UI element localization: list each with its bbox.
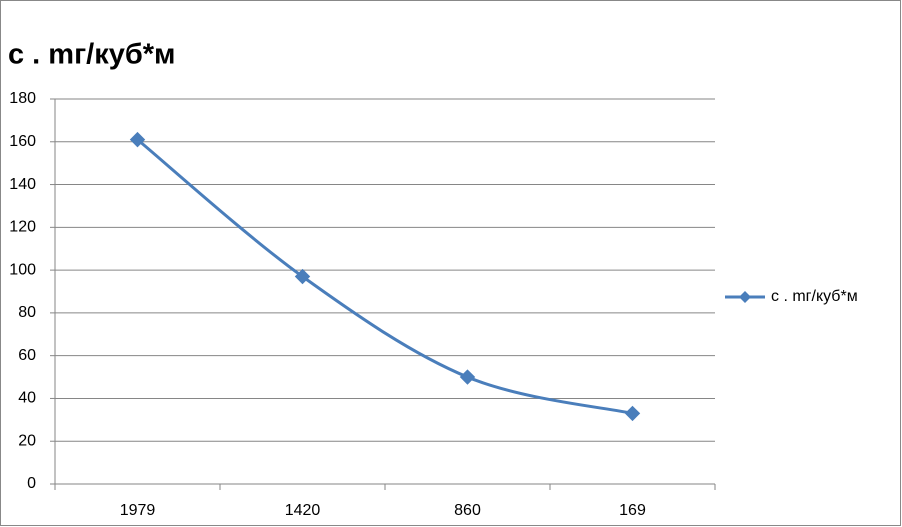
legend-marker: [739, 291, 751, 303]
y-tick-label: 100: [9, 261, 36, 278]
chart-title: c . mг/куб*м: [8, 39, 176, 71]
y-tick-label: 160: [9, 133, 36, 150]
series-line: [136, 138, 633, 415]
y-tick-label: 140: [9, 176, 36, 193]
y-tick-label: 0: [27, 475, 36, 492]
y-tick-label: 80: [18, 304, 36, 321]
marker: [624, 405, 641, 422]
x-tick-label: 860: [454, 502, 481, 519]
y-tick-label: 120: [9, 219, 36, 236]
marker: [129, 131, 146, 148]
y-tick-label: 20: [18, 432, 36, 449]
y-tick-label: 40: [18, 390, 36, 407]
x-tick-label: 1420: [285, 502, 321, 519]
y-tick-label: 180: [9, 90, 36, 107]
legend-label: c . mг/куб*м: [771, 288, 858, 305]
x-tick-label: 169: [619, 502, 646, 519]
marker: [294, 268, 311, 285]
x-tick-label: 1979: [120, 502, 156, 519]
marker: [459, 369, 476, 385]
y-tick-label: 60: [18, 347, 36, 364]
